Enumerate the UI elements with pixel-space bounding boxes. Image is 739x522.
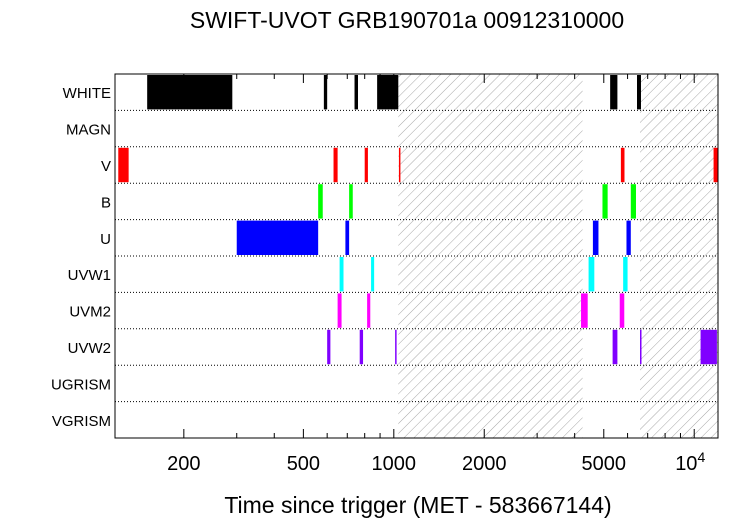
x-tick-label: 500 bbox=[287, 453, 320, 475]
exposure-bar-uvw2 bbox=[612, 329, 618, 365]
exposure-bar-white bbox=[147, 75, 233, 110]
exposure-bar-uvw2 bbox=[395, 329, 397, 365]
x-tick-label: 200 bbox=[167, 453, 200, 475]
filter-label: UVW1 bbox=[68, 267, 111, 284]
exposure-bar-v bbox=[118, 147, 129, 183]
exposure-bar-b bbox=[602, 184, 608, 219]
filter-labels: WHITE MAGN V B U UVW1 UVM2 UVW2 UGRISM VGRISM bbox=[51, 85, 111, 430]
filter-label: VGRISM bbox=[52, 413, 111, 430]
x-tick-label: 5000 bbox=[582, 453, 627, 475]
exposure-bar-u bbox=[236, 220, 319, 255]
exposure-bar-uvm2 bbox=[619, 293, 625, 328]
exposure-bar-white bbox=[610, 75, 618, 110]
x-tick-label: 1000 bbox=[372, 453, 417, 475]
exposure-bar-v bbox=[333, 147, 338, 183]
exposure-bar-b bbox=[630, 184, 636, 219]
exposure-bar-u bbox=[626, 220, 631, 255]
chart-title: SWIFT-UVOT GRB190701a 00912310000 bbox=[190, 7, 624, 33]
filter-label: B bbox=[101, 194, 111, 211]
x-axis-label: Time since trigger (MET - 583667144) bbox=[224, 492, 611, 518]
exposure-bar-u bbox=[345, 220, 350, 255]
exposure-bar-white bbox=[354, 75, 359, 110]
x-axis-ticks: 200 500 1000 2000 5000 104 bbox=[167, 74, 705, 475]
exposure-bar-v bbox=[398, 147, 401, 183]
x-tick-label: 2000 bbox=[462, 453, 507, 475]
exposure-bar-uvm2 bbox=[367, 293, 371, 328]
exposure-bar-white bbox=[377, 75, 399, 110]
exposure-bar-uvw2 bbox=[640, 329, 642, 365]
filter-label: V bbox=[101, 158, 111, 175]
filter-label: U bbox=[100, 231, 111, 248]
exposure-bar-uvw1 bbox=[371, 257, 375, 292]
exposure-bar-v bbox=[364, 147, 368, 183]
exposure-bar-uvw2 bbox=[700, 329, 717, 365]
exposure-bar-uvw2 bbox=[359, 329, 364, 365]
exposure-bar-uvm2 bbox=[337, 293, 342, 328]
filter-label: UVM2 bbox=[69, 304, 111, 321]
exposure-bar-v bbox=[620, 147, 625, 183]
x-tick-label: 104 bbox=[675, 449, 705, 475]
exposure-bar-uvm2 bbox=[581, 293, 588, 328]
exposure-bar-uvw1 bbox=[339, 257, 344, 292]
exposure-bar-u bbox=[592, 220, 599, 255]
exposure-bar-v bbox=[713, 147, 718, 183]
exposure-bar-white bbox=[323, 75, 328, 110]
filter-label: WHITE bbox=[63, 85, 111, 102]
exposure-bars bbox=[118, 75, 718, 365]
filter-label: UGRISM bbox=[51, 376, 111, 393]
exposure-bar-b bbox=[318, 184, 323, 219]
exposure-bar-b bbox=[349, 184, 353, 219]
filter-label: MAGN bbox=[66, 122, 111, 139]
exposure-bar-uvw1 bbox=[588, 257, 595, 292]
exposure-bar-uvw2 bbox=[327, 329, 331, 365]
filter-label: UVW2 bbox=[68, 340, 111, 357]
exposure-bar-white bbox=[637, 75, 641, 110]
exposure-bar-uvw1 bbox=[623, 257, 628, 292]
plot-frame bbox=[114, 73, 719, 439]
